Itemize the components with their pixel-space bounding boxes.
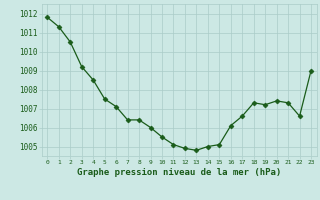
X-axis label: Graphe pression niveau de la mer (hPa): Graphe pression niveau de la mer (hPa) — [77, 168, 281, 177]
